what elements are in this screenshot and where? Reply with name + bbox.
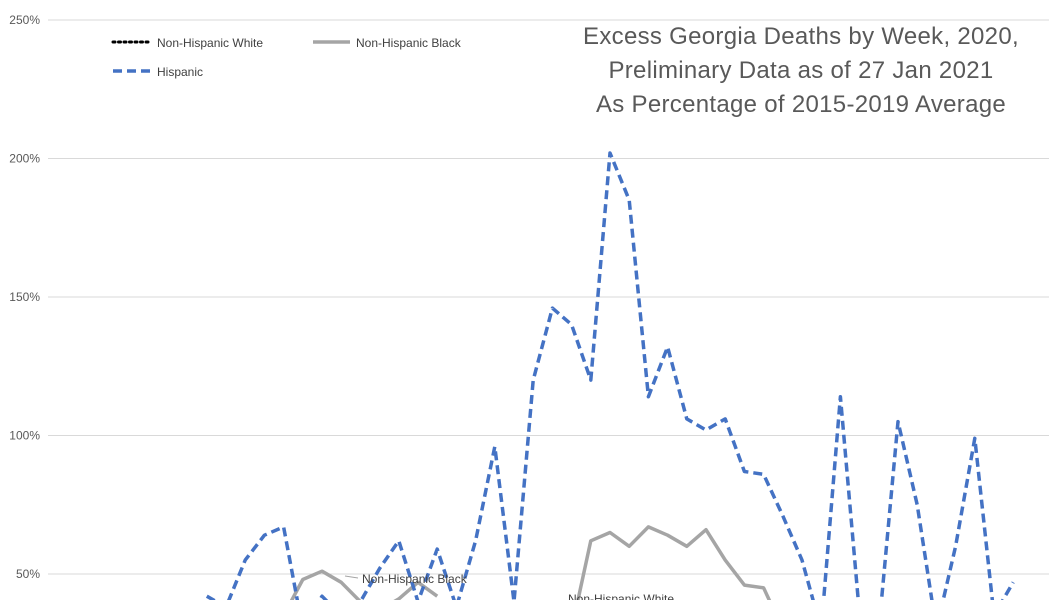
legend-label-hispanic: Hispanic [157, 65, 203, 79]
chart-title-line-1: Excess Georgia Deaths by Week, 2020, [583, 23, 1019, 50]
legend-item-hispanic: Hispanic [113, 65, 203, 79]
legend-item-non-hispanic-white: Non-Hispanic White [111, 36, 263, 50]
series-annotations: Non-Hispanic Black Non-Hispanic White [344, 572, 674, 605]
gridlines [48, 19, 1049, 575]
y-tick-label: 100% [9, 429, 40, 443]
chart-title: Excess Georgia Deaths by Week, 2020, Pre… [583, 23, 1019, 118]
chart-title-line-3: As Percentage of 2015-2019 Average [596, 91, 1006, 118]
legend-item-non-hispanic-black: Non-Hispanic Black [313, 36, 462, 50]
legend-label-non-hispanic-white: Non-Hispanic White [157, 36, 263, 50]
annotation-leader-line [344, 575, 359, 579]
y-axis-ticks: 250% 200% 150% 100% 50% [9, 13, 40, 581]
y-tick-label: 150% [9, 290, 40, 304]
legend: Non-Hispanic White Non-Hispanic Black Hi… [111, 36, 462, 79]
series-lines [205, 151, 1015, 605]
y-tick-label: 200% [9, 152, 40, 166]
series-line-hispanic [205, 151, 1015, 605]
annotation-non-hispanic-white: Non-Hispanic White [568, 592, 674, 600]
y-tick-label: 50% [16, 567, 40, 581]
legend-label-non-hispanic-black: Non-Hispanic Black [356, 36, 462, 50]
annotation-non-hispanic-black: Non-Hispanic Black [362, 572, 468, 586]
chart-title-line-2: Preliminary Data as of 27 Jan 2021 [608, 57, 993, 84]
series-line-non-hispanic-black-part-2 [575, 525, 774, 605]
y-tick-label: 250% [9, 13, 40, 27]
